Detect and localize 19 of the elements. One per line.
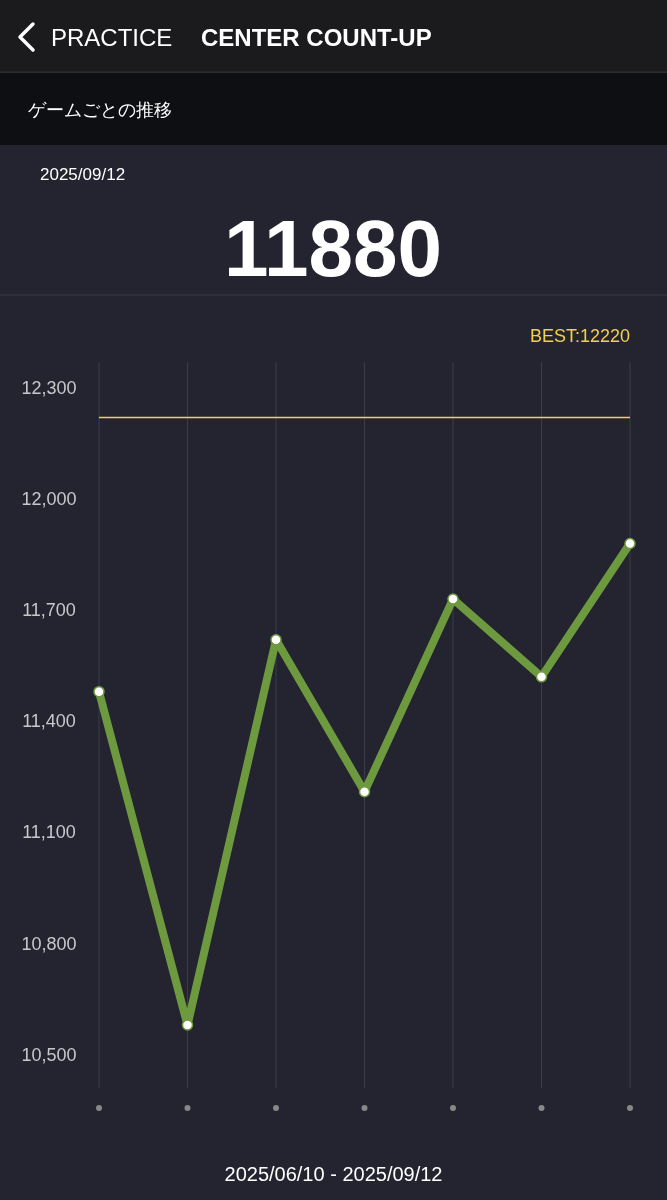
chart-subtitle: ゲームごとの推移: [28, 100, 172, 120]
y-tick-label: 11,400: [22, 711, 76, 732]
y-tick-label: 11,100: [22, 822, 76, 843]
point: [181, 1019, 194, 1031]
ref-line-label: BEST:12220: [529, 326, 630, 346]
text: 11880: [223, 204, 443, 293]
text: PRACTICE: [51, 24, 173, 51]
y-tick-label: 12,000: [21, 489, 77, 510]
point: [447, 593, 459, 605]
point: [624, 537, 636, 550]
chart-title: CENTER COUNT-UP: [201, 24, 432, 51]
point: [535, 671, 548, 683]
y-tick-label: 10,500: [21, 1044, 77, 1065]
text: 2025/09/12: [40, 165, 126, 184]
y-tick-label: 11,700: [22, 600, 76, 621]
y-tick-label: 10,800: [21, 933, 77, 954]
y-tick-label: 12,300: [21, 377, 77, 398]
x-axis-title: 2025/06/10 - 2025/09/12: [224, 1163, 443, 1185]
point: [93, 685, 105, 698]
